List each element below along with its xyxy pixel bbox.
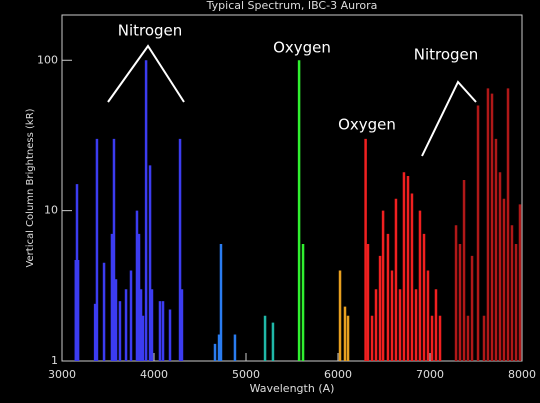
annotation: Oxygen: [273, 39, 331, 57]
annotation: Nitrogen: [414, 46, 479, 64]
x-tick-label: 8000: [508, 368, 536, 381]
y-tick-label: 10: [44, 204, 58, 217]
y-tick-label: 100: [37, 53, 58, 66]
chart-title: Typical Spectrum, IBC-3 Aurora: [206, 0, 378, 12]
annotation: Oxygen: [338, 116, 396, 134]
x-tick-label: 6000: [324, 368, 352, 381]
annotation-pointer: [421, 80, 477, 157]
x-axis-label: Wavelength (A): [250, 382, 335, 395]
x-tick-label: 7000: [416, 368, 444, 381]
annotation-pointer: [107, 44, 185, 103]
plot-frame: [61, 14, 523, 362]
annotation: Nitrogen: [118, 22, 183, 40]
x-tick-label: 4000: [140, 368, 168, 381]
y-axis-label: Vertical Column Brightness (kR): [25, 108, 36, 267]
y-tick-label: 1: [51, 354, 58, 367]
x-tick-label: 5000: [232, 368, 260, 381]
x-tick-label: 3000: [48, 368, 76, 381]
